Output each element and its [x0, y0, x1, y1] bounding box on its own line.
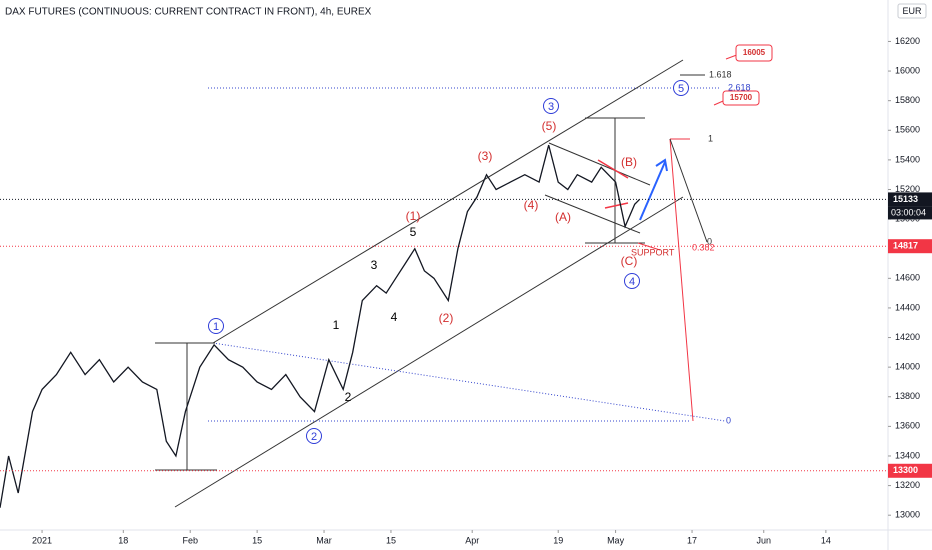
x-tick-label: Feb [182, 535, 198, 545]
fib-label: 1.618 [709, 69, 732, 79]
x-tick-label: Jun [756, 535, 771, 545]
triangle [548, 142, 651, 186]
x-tick-label: May [607, 535, 625, 545]
note: SUPPORT [631, 247, 675, 257]
currency: EUR [902, 6, 922, 16]
y-tick-label: 15800 [895, 95, 920, 105]
price-label: 13300 [893, 465, 918, 475]
wave-label: 2 [311, 431, 317, 443]
price-line [0, 144, 640, 508]
wave-label: 3 [371, 258, 378, 272]
fib-label: 2.618 [728, 82, 751, 92]
price-box [888, 239, 932, 254]
y-tick-label: 14600 [895, 273, 920, 283]
price-box [888, 463, 932, 478]
countdown-box [888, 206, 932, 220]
wave-label: 1 [213, 321, 219, 333]
y-tick-label: 13800 [895, 391, 920, 401]
wave-label: (5) [542, 119, 557, 133]
target-label: 15700 [730, 93, 753, 102]
callout-box [735, 44, 773, 62]
triangle [544, 194, 641, 234]
wave-label: 5 [678, 83, 684, 95]
wave-label: (A) [555, 210, 571, 224]
countdown: 03:00:04 [891, 207, 926, 217]
wave-label: 5 [410, 225, 417, 239]
y-tick-label: 14200 [895, 332, 920, 342]
y-tick-label: 15200 [895, 184, 920, 194]
x-tick-label: Mar [316, 535, 332, 545]
wave-label: 4 [391, 310, 398, 324]
target-label: 16005 [743, 48, 766, 57]
arrow [639, 161, 666, 221]
y-tick-label: 15600 [895, 125, 920, 135]
triangle-red [604, 202, 629, 209]
wave-label: (C) [621, 254, 638, 268]
x-tick-label: 14 [821, 535, 831, 545]
wave-circle [624, 273, 640, 289]
wave-label: 1 [333, 318, 340, 332]
price-label: 15133 [893, 194, 918, 204]
channel-lower [174, 196, 684, 508]
y-tick-label: 14400 [895, 302, 920, 312]
wave-label: 4 [629, 276, 635, 288]
arrow-head [655, 158, 668, 172]
y-tick-label: 13600 [895, 421, 920, 431]
y-tick-label: 16200 [895, 36, 920, 46]
projection [669, 138, 694, 422]
x-tick-label: 18 [118, 535, 128, 545]
x-tick-label: 15 [386, 535, 396, 545]
y-tick-label: 16000 [895, 65, 920, 75]
wave-label: (2) [439, 311, 454, 325]
fib-label: 0 [707, 236, 712, 246]
chart-title: DAX FUTURES (CONTINUOUS: CURRENT CONTRAC… [5, 7, 372, 18]
y-tick-label: 15400 [895, 154, 920, 164]
wave-label: (3) [478, 149, 493, 163]
y-tick-label: 13400 [895, 450, 920, 460]
x-tick-label: 17 [687, 535, 697, 545]
fib-label: 0.382 [692, 242, 715, 252]
x-tick-label: Apr [465, 535, 479, 545]
triangle-red [597, 159, 629, 179]
fib-label: 1 [708, 133, 713, 143]
trend-dotted [212, 342, 726, 422]
wave-label: 2 [345, 390, 352, 404]
price-box [888, 192, 932, 207]
price-label: 14817 [893, 241, 918, 251]
wave-label: (B) [621, 155, 637, 169]
x-tick-label: 19 [553, 535, 563, 545]
wave-circle [543, 98, 559, 114]
fib-label: 0 [726, 415, 731, 425]
x-tick-label: 2021 [32, 535, 52, 545]
wave-circle [673, 80, 689, 96]
callout-box [722, 90, 760, 106]
wave-label: (4) [524, 198, 539, 212]
wave-circle [208, 318, 224, 334]
y-tick-label: 14000 [895, 362, 920, 372]
wave-label: 3 [548, 101, 554, 113]
wave-label: (1) [406, 209, 421, 223]
wave-circle [306, 428, 322, 444]
projection [669, 138, 708, 243]
y-tick-label: 13000 [895, 510, 920, 520]
x-tick-label: 15 [252, 535, 262, 545]
channel-upper [212, 59, 684, 344]
y-tick-label: 13200 [895, 480, 920, 490]
annotations [155, 44, 773, 508]
currency-box [897, 3, 927, 19]
